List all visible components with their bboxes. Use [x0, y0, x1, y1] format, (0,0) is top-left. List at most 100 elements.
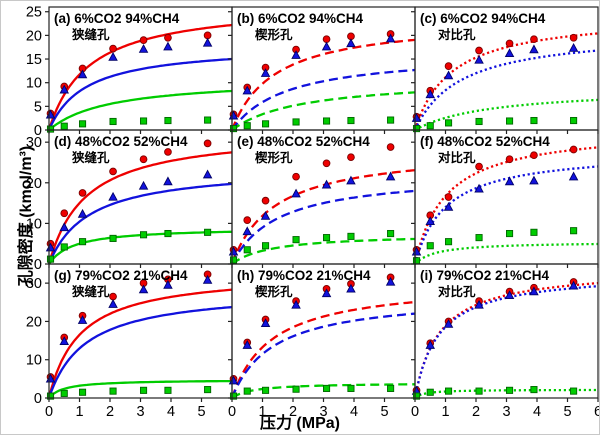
panel-subtitle: 对比孔 [438, 284, 476, 299]
x-tick-label: 0 [45, 404, 53, 420]
x-tick-label: 6 [594, 404, 600, 420]
y-tick-label: 25 [26, 5, 42, 21]
scatter-red-circle [46, 31, 212, 118]
curve-blue-dashed [231, 68, 416, 131]
curve-blue-dashed [230, 312, 416, 399]
x-tick-label: 5 [380, 404, 388, 420]
curve-blue-dashed [230, 189, 416, 265]
curve-red-dashed [230, 300, 416, 399]
y-tick-label: 10 [26, 353, 42, 369]
x-tick-label: 5 [197, 404, 205, 420]
scatter-green-square [229, 229, 395, 264]
x-tick-label: 4 [350, 404, 358, 420]
curve-red-solid [47, 288, 233, 399]
panel-title: (h) 79%CO2 21%CH4 [237, 268, 371, 283]
panel-title: (d) 48%CO2 52%CH4 [54, 134, 188, 149]
y-tick-label: 30 [26, 135, 42, 151]
x-tick-label: 0 [228, 404, 236, 420]
panel-subtitle: 狭缝孔 [71, 150, 110, 165]
x-tick-label: 4 [533, 404, 541, 420]
y-tick-label: 0 [34, 123, 42, 139]
y-tick-label: 10 [26, 216, 42, 232]
curve-red-dashed [230, 169, 416, 265]
y-tick-label: 0 [34, 391, 42, 407]
y-tick-label: 0 [34, 257, 42, 273]
x-tick-label: 3 [502, 404, 510, 420]
scatter-green-square [46, 386, 212, 400]
curve-green-dashed [231, 237, 415, 265]
curve-blue-dotted [413, 49, 599, 131]
scatter-blue-triangle [45, 169, 213, 252]
scatter-green-square [412, 116, 578, 133]
panel-title: (i) 79%CO2 21%CH4 [420, 268, 550, 283]
curve-blue-solid [47, 305, 233, 399]
curve-green-dotted [414, 98, 599, 132]
curve-red-dashed [230, 38, 416, 131]
scatter-red-circle [229, 30, 395, 119]
scatter-green-square [46, 228, 212, 263]
scatter-green-square [46, 116, 212, 133]
y-axis-label: 孔隙密度 (kmol/m³) [18, 145, 35, 287]
scatter-blue-triangle [411, 280, 579, 395]
x-tick-label: 1 [75, 404, 83, 420]
panel-title: (a) 6%CO2 94%CH4 [54, 11, 180, 26]
panel-title: (c) 6%CO2 94%CH4 [420, 11, 546, 26]
panel-subtitle: 狭缝孔 [71, 284, 110, 299]
panel-subtitle: 对比孔 [438, 150, 476, 165]
panel-subtitle: 楔形孔 [255, 284, 293, 299]
x-tick-label: 1 [258, 404, 266, 420]
panel-title: (e) 48%CO2 52%CH4 [237, 134, 370, 149]
x-tick-label: 3 [319, 404, 327, 420]
curve-red-dotted [413, 32, 599, 131]
panel-subtitle: 对比孔 [438, 27, 476, 42]
scatter-blue-triangle [45, 37, 213, 119]
y-tick-label: 30 [26, 276, 42, 292]
scatter-green-square [229, 384, 395, 400]
y-tick-label: 10 [26, 76, 42, 92]
panel-subtitle: 楔形孔 [255, 27, 293, 42]
x-tick-label: 2 [472, 404, 480, 420]
x-tick-label: 1 [441, 404, 449, 420]
scatter-blue-triangle [228, 171, 396, 256]
scatter-blue-triangle [45, 274, 213, 383]
panel-title: (b) 6%CO2 94%CH4 [237, 11, 364, 26]
panel-title: (f) 48%CO2 52%CH4 [420, 134, 550, 149]
curve-green-solid [48, 379, 233, 399]
curve-blue-solid [47, 182, 233, 265]
scatter-blue-triangle [411, 171, 579, 256]
curve-green-dashed [231, 91, 416, 131]
scatter-green-square [412, 227, 578, 265]
scatter-blue-triangle [411, 43, 579, 122]
x-tick-label: 2 [106, 404, 114, 420]
curve-blue-dotted [413, 165, 599, 265]
x-axis-label: 压力 (MPa) [259, 415, 340, 432]
curve-blue-dotted [413, 285, 599, 399]
y-tick-label: 20 [26, 176, 42, 192]
x-tick-label: 5 [563, 404, 571, 420]
curve-red-dotted [413, 281, 599, 399]
x-tick-label: 2 [289, 404, 297, 420]
x-tick-label: 0 [411, 404, 419, 420]
scatter-green-square [229, 116, 395, 133]
x-tick-label: 4 [167, 404, 175, 420]
panel-subtitle: 狭缝孔 [71, 27, 110, 42]
x-tick-label: 3 [136, 404, 144, 420]
y-tick-label: 20 [26, 28, 42, 44]
scatter-blue-triangle [228, 33, 396, 120]
y-tick-label: 20 [26, 314, 42, 330]
panel-subtitle: 楔形孔 [255, 150, 293, 165]
curve-red-solid [47, 151, 233, 265]
scatter-green-square [412, 386, 578, 400]
scatter-red-circle [412, 145, 578, 254]
curve-green-solid [48, 89, 233, 131]
curve-green-dotted [414, 242, 598, 265]
